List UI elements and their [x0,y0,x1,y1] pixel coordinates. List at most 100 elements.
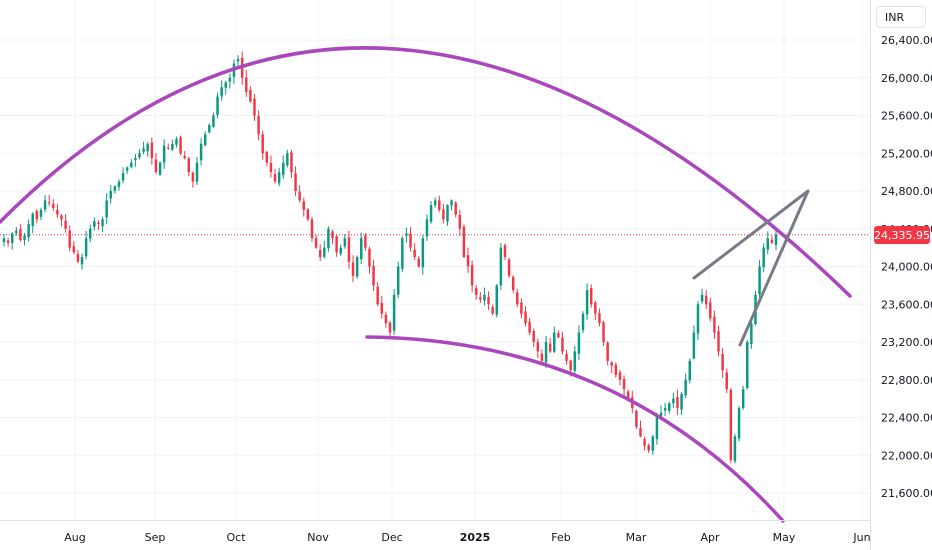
candle-body [458,214,462,229]
candle-down [68,225,71,252]
candle-body [97,222,100,225]
candle-up [450,199,453,211]
price-tick-label: 22,000.00 [881,449,932,462]
candle-body [462,226,466,258]
candle-body [298,191,301,201]
candle-body [15,230,18,233]
candle-body [602,322,605,342]
candle-up [774,229,778,251]
candle-down [442,204,445,224]
candle-down [470,260,474,293]
candle-down [704,290,708,309]
candle-up [688,358,691,384]
candle-up [758,260,761,302]
candle-body [746,342,749,389]
candle-body [495,285,498,315]
candle-body [224,82,227,88]
candle-down [438,195,441,213]
candle-body [466,255,470,267]
candle-down [314,235,318,249]
candle-body [47,202,51,204]
candle-body [273,174,277,182]
candle-up [23,232,26,246]
candle-body [372,265,375,286]
candle-body [499,247,503,286]
candle-up [495,284,498,318]
candle-body [622,378,626,390]
candle-down [335,235,338,257]
candle-up [228,73,232,89]
price-tick-label: 21,600.00 [881,487,932,500]
candle-down [351,255,355,283]
candle-body [335,236,338,253]
candle-up [89,224,92,243]
candle-up [10,232,14,250]
candle-body [158,162,162,175]
candle-down [302,197,305,217]
candle-body [199,143,203,161]
candle-body [696,304,700,334]
candle-down [191,171,195,188]
candle-down [273,168,277,184]
candle-up [355,255,359,279]
candle-down [462,224,466,259]
candle-down [528,317,531,336]
candle-body [659,412,663,417]
candle-down [561,331,564,355]
wedge-trendline[interactable] [692,189,810,347]
candle-body [31,213,34,226]
candle-down [261,130,264,161]
candle-body [245,77,248,92]
candle-up [696,301,700,341]
price-tick-label: 26,000.00 [881,72,932,85]
candle-body [277,172,281,184]
candle-body [589,288,593,305]
candle-body [528,321,531,333]
candle-up [224,80,227,95]
candle-up [733,433,737,464]
candle-down [364,232,367,251]
candle-body [520,302,523,314]
candle-up [746,339,749,390]
candle-body [331,231,334,239]
candle-down [479,292,482,303]
candle-body [573,351,577,371]
candle-down [294,166,297,196]
candle-body [581,313,585,331]
candle-body [360,238,363,260]
candle-body [257,116,260,135]
currency-label[interactable]: INR [876,6,926,28]
candle-down [306,207,310,222]
candle-body [43,200,47,210]
candle-body [626,391,630,399]
candle-up [15,226,18,236]
candle-up [327,226,330,252]
candle-up [162,139,166,169]
candle-body [80,257,84,265]
candle-up [199,138,203,166]
candle-body [183,156,186,158]
candle-body [758,266,761,295]
upper-arc-trendline[interactable] [0,46,852,298]
candle-body [713,316,716,333]
candle-body [306,209,310,220]
candle-body [709,302,712,319]
candle-down [183,151,186,160]
candle-down [269,155,273,178]
candle-down [179,135,182,156]
candle-body [105,200,108,218]
candle-down [417,255,420,268]
candle-down [491,304,494,316]
time-tick-label: Aug [64,531,85,544]
candle-body [688,360,691,381]
time-tick-label: Mar [626,531,647,544]
candle-body [450,200,453,206]
candle-down [76,249,80,264]
candle-up [421,234,425,275]
lower-arc-trendline[interactable] [365,335,785,523]
candle-body [676,397,679,409]
candle-up [750,321,753,349]
candle-down [725,368,728,394]
candle-up [203,131,207,147]
